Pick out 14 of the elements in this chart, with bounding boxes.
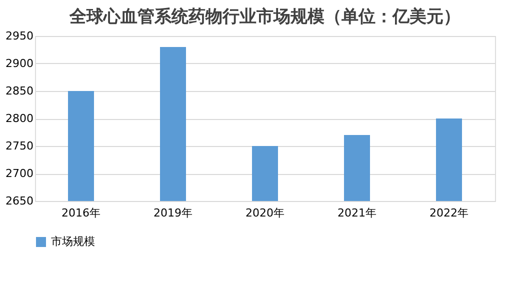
x-tick-label: 2019年 [154, 206, 192, 220]
x-tick-label: 2016年 [62, 206, 100, 220]
legend-label: 市场规模 [51, 235, 95, 248]
y-tick-label: 2800 [6, 112, 34, 125]
x-tick-label: 2022年 [430, 206, 468, 220]
y-tick-label: 2950 [6, 30, 34, 42]
y-tick-label: 2900 [6, 57, 34, 70]
x-tick-label: 2021年 [338, 206, 376, 220]
y-tick-label: 2700 [6, 167, 34, 180]
chart-title: 全球心血管系统药物行业市场规模（单位：亿美元） [68, 7, 460, 27]
y-tick-label: 2650 [6, 194, 34, 208]
y-tick-label: 2750 [6, 140, 34, 152]
y-tick-label: 2850 [6, 84, 34, 98]
x-tick-label: 2020年 [246, 206, 284, 220]
